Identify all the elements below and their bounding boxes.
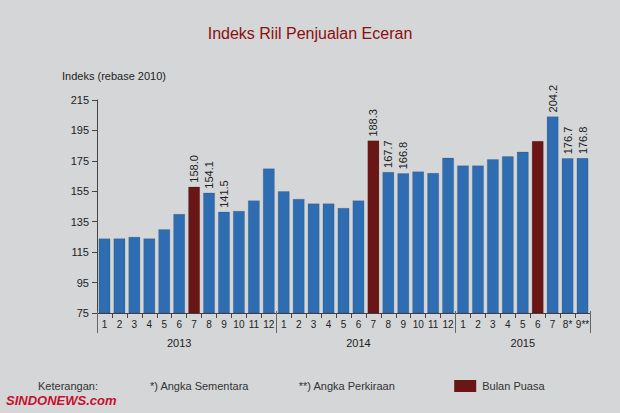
svg-text:175: 175 [71,155,89,167]
svg-text:2013: 2013 [167,337,191,349]
svg-text:3: 3 [132,319,138,330]
svg-text:6: 6 [176,319,182,330]
svg-text:141.5: 141.5 [218,180,230,208]
svg-text:6: 6 [535,319,541,330]
svg-text:167.7: 167.7 [382,140,394,168]
svg-text:1: 1 [102,319,108,330]
svg-text:12: 12 [443,319,455,330]
svg-text:215: 215 [71,94,89,106]
svg-text:6: 6 [356,319,362,330]
svg-text:2015: 2015 [511,337,535,349]
svg-text:Bulan Puasa: Bulan Puasa [482,380,545,392]
svg-text:176.7: 176.7 [562,127,574,155]
svg-text:*) Angka Sementara: *) Angka Sementara [150,380,249,392]
svg-text:195: 195 [71,124,89,136]
svg-text:1: 1 [281,319,287,330]
svg-text:2: 2 [475,319,481,330]
svg-text:7: 7 [550,319,556,330]
svg-text:12: 12 [263,319,275,330]
svg-text:204.2: 204.2 [547,85,559,113]
svg-text:5: 5 [341,319,347,330]
svg-text:5: 5 [520,319,526,330]
svg-text:158.0: 158.0 [188,155,200,183]
svg-text:11: 11 [249,319,260,330]
svg-text:1: 1 [460,319,466,330]
svg-text:7: 7 [371,319,377,330]
svg-text:8: 8 [206,319,212,330]
svg-text:Indeks (rebase 2010): Indeks (rebase 2010) [62,70,166,82]
svg-text:11: 11 [428,319,439,330]
svg-text:2: 2 [296,319,302,330]
svg-text:SINDONEWS.com: SINDONEWS.com [6,393,117,408]
svg-text:Keterangan:: Keterangan: [38,380,98,392]
svg-text:166.8: 166.8 [397,142,409,170]
svg-text:176.8: 176.8 [577,127,589,155]
svg-text:135: 135 [71,216,89,228]
svg-text:188.3: 188.3 [367,109,379,137]
svg-text:4: 4 [326,319,332,330]
svg-text:5: 5 [161,319,167,330]
svg-text:7: 7 [191,319,197,330]
svg-text:2014: 2014 [346,337,370,349]
svg-text:10: 10 [233,319,245,330]
svg-text:**) Angka Perkiraan: **) Angka Perkiraan [299,380,395,392]
svg-text:9**: 9** [576,319,589,330]
svg-text:9: 9 [400,319,406,330]
svg-text:4: 4 [147,319,153,330]
svg-text:Indeks Riil Penjualan Eceran: Indeks Riil Penjualan Eceran [208,25,413,42]
svg-text:8: 8 [386,319,392,330]
svg-text:8*: 8* [563,319,573,330]
svg-text:155: 155 [71,185,89,197]
svg-text:115: 115 [71,246,89,258]
svg-text:3: 3 [490,319,496,330]
svg-text:95: 95 [77,277,89,289]
svg-text:9: 9 [221,319,227,330]
svg-text:10: 10 [413,319,425,330]
svg-text:4: 4 [505,319,511,330]
svg-text:2: 2 [117,319,123,330]
svg-text:3: 3 [311,319,317,330]
svg-text:75: 75 [77,307,89,319]
svg-text:154.1: 154.1 [203,161,215,189]
